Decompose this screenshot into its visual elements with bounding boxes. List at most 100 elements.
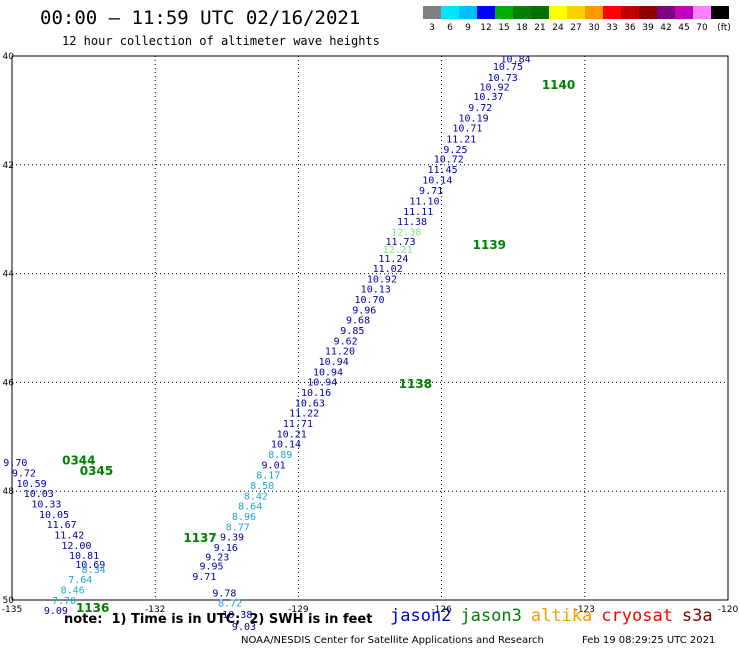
time-label: 0345 <box>80 464 113 478</box>
swh-value: 10.37 <box>473 92 503 103</box>
swh-value: 10.92 <box>480 82 510 93</box>
footer-note: note: 1) Time is in UTC; 2) SWH is in fe… <box>64 612 373 627</box>
colorbar-swatch <box>441 6 459 19</box>
swh-value: 9.96 <box>352 305 376 316</box>
swh-value: 11.45 <box>427 165 457 176</box>
colorbar-label: 18 <box>516 23 528 33</box>
swh-value: 10.38 <box>222 610 252 621</box>
swh-value: 10.14 <box>422 175 452 186</box>
colorbar-label: (ft) <box>717 23 731 33</box>
graticule <box>12 56 728 600</box>
swh-value: 10.69 <box>75 560 105 571</box>
swh-value: 9.70 <box>3 458 27 469</box>
swh-value: 10.81 <box>69 551 99 562</box>
colorbar-swatch <box>657 6 675 19</box>
swh-value: 8.46 <box>61 585 85 596</box>
swh-value: 10.92 <box>367 274 397 285</box>
x-tick-label: -120 <box>718 605 739 615</box>
satellite-legend: jason2 jason3 altika cryosat s3a <box>390 606 722 626</box>
colorbar-swatch <box>675 6 693 19</box>
y-tick-label: 46 <box>3 378 15 388</box>
colorbar-swatch <box>639 6 657 19</box>
swh-value: 9.01 <box>262 460 286 471</box>
colorbar-label: 33 <box>606 23 617 33</box>
page-title: 00:00 – 11:59 UTC 02/16/2021 <box>40 7 361 29</box>
colorbar-label: 21 <box>534 23 545 33</box>
colorbar-label: 9 <box>465 23 471 33</box>
swh-value: 10.94 <box>307 378 337 389</box>
swh-value: 9.85 <box>340 326 364 337</box>
swh-value: 11.02 <box>373 264 403 275</box>
colorbar-swatch <box>531 6 549 19</box>
swh-value: 10.16 <box>301 388 331 399</box>
swh-value: 10.13 <box>361 285 391 296</box>
time-label: 1139 <box>473 238 506 252</box>
y-tick-label: 50 <box>3 596 15 606</box>
swh-value: 8.72 <box>218 599 242 610</box>
swh-value: 11.67 <box>47 520 77 531</box>
colorbar-label: 24 <box>552 23 564 33</box>
swh-value: 8.42 <box>244 491 268 502</box>
legend-entry-s3a: s3a <box>681 606 713 626</box>
colorbar-label: 39 <box>642 23 654 33</box>
swh-value: 11.11 <box>403 207 433 218</box>
swh-value: 10.19 <box>459 113 489 124</box>
time-label: 1137 <box>183 531 216 545</box>
x-tick-label: -123 <box>575 605 595 615</box>
swh-value: 11.73 <box>385 237 415 248</box>
swh-value: 8.17 <box>256 471 280 482</box>
swh-value: 9.03 <box>232 622 256 633</box>
swh-value: 12.38 <box>391 228 421 239</box>
colorbar-label: 42 <box>660 23 671 33</box>
swh-value: 11.20 <box>325 347 355 358</box>
colorbar-label: 27 <box>570 23 581 33</box>
swh-value: 9.78 <box>212 589 236 600</box>
swh-value: 11.22 <box>289 409 319 420</box>
footer-timestamp: Feb 19 08:29:25 UTC 2021 <box>582 635 716 646</box>
legend-entry-jason2: jason2 <box>390 606 452 626</box>
swh-value: 11.42 <box>54 531 84 542</box>
colorbar-swatch <box>585 6 603 19</box>
colorbar-swatch <box>711 6 729 19</box>
swh-value: 10.63 <box>295 398 325 409</box>
colorbar-label: 45 <box>678 23 689 33</box>
colorbar-swatch <box>621 6 639 19</box>
swh-value: 10.03 <box>24 489 54 500</box>
colorbar-swatch <box>693 6 711 19</box>
footer-credit: NOAA/NESDIS Center for Satellite Applica… <box>241 635 544 646</box>
swh-value: 10.73 <box>488 73 518 84</box>
swh-value: 9.71 <box>419 186 443 197</box>
swh-value: 11.10 <box>409 197 439 208</box>
swh-value: 10.94 <box>319 357 349 368</box>
swh-value: 9.72 <box>468 103 492 114</box>
time-label: 1138 <box>399 377 432 391</box>
swh-value: 8.96 <box>232 512 256 523</box>
swh-value: 9.62 <box>334 336 358 347</box>
colorbar-swatch <box>513 6 531 19</box>
swh-value: 10.05 <box>39 510 69 521</box>
color-scale-bar: 3 6 9 12 15 18 21 24 27 30 33 36 39 42 45 70 (ft) <box>423 6 731 33</box>
swh-value: 10.71 <box>452 124 482 135</box>
swh-value: 10.72 <box>434 155 464 166</box>
swh-value: 9.72 <box>12 469 36 480</box>
swh-value: 10.21 <box>277 429 307 440</box>
legend-entry-cryosat: cryosat <box>601 606 673 626</box>
page-subtitle: 12 hour collection of altimeter wave hei… <box>62 34 380 48</box>
swh-value: 7.70 <box>52 596 76 607</box>
x-tick-label: -132 <box>145 605 165 615</box>
colorbar-label: 3 <box>429 23 435 33</box>
swh-value: 8.50 <box>250 481 274 492</box>
swh-value: 10.59 <box>17 479 47 490</box>
x-tick-label: -126 <box>431 605 452 615</box>
colorbar-label: 36 <box>624 23 636 33</box>
y-tick-label: 48 <box>3 487 15 497</box>
swh-value: 11.21 <box>446 134 476 145</box>
swh-value: 10.84 <box>501 55 531 66</box>
colorbar-swatch <box>495 6 513 19</box>
colorbar-label: 12 <box>480 23 491 33</box>
swh-points: 10.8410.7510.7310.9210.379.7210.1910.711… <box>3 55 530 633</box>
legend-entry-jason3: jason3 <box>460 606 522 626</box>
swh-value: 9.71 <box>192 572 216 583</box>
